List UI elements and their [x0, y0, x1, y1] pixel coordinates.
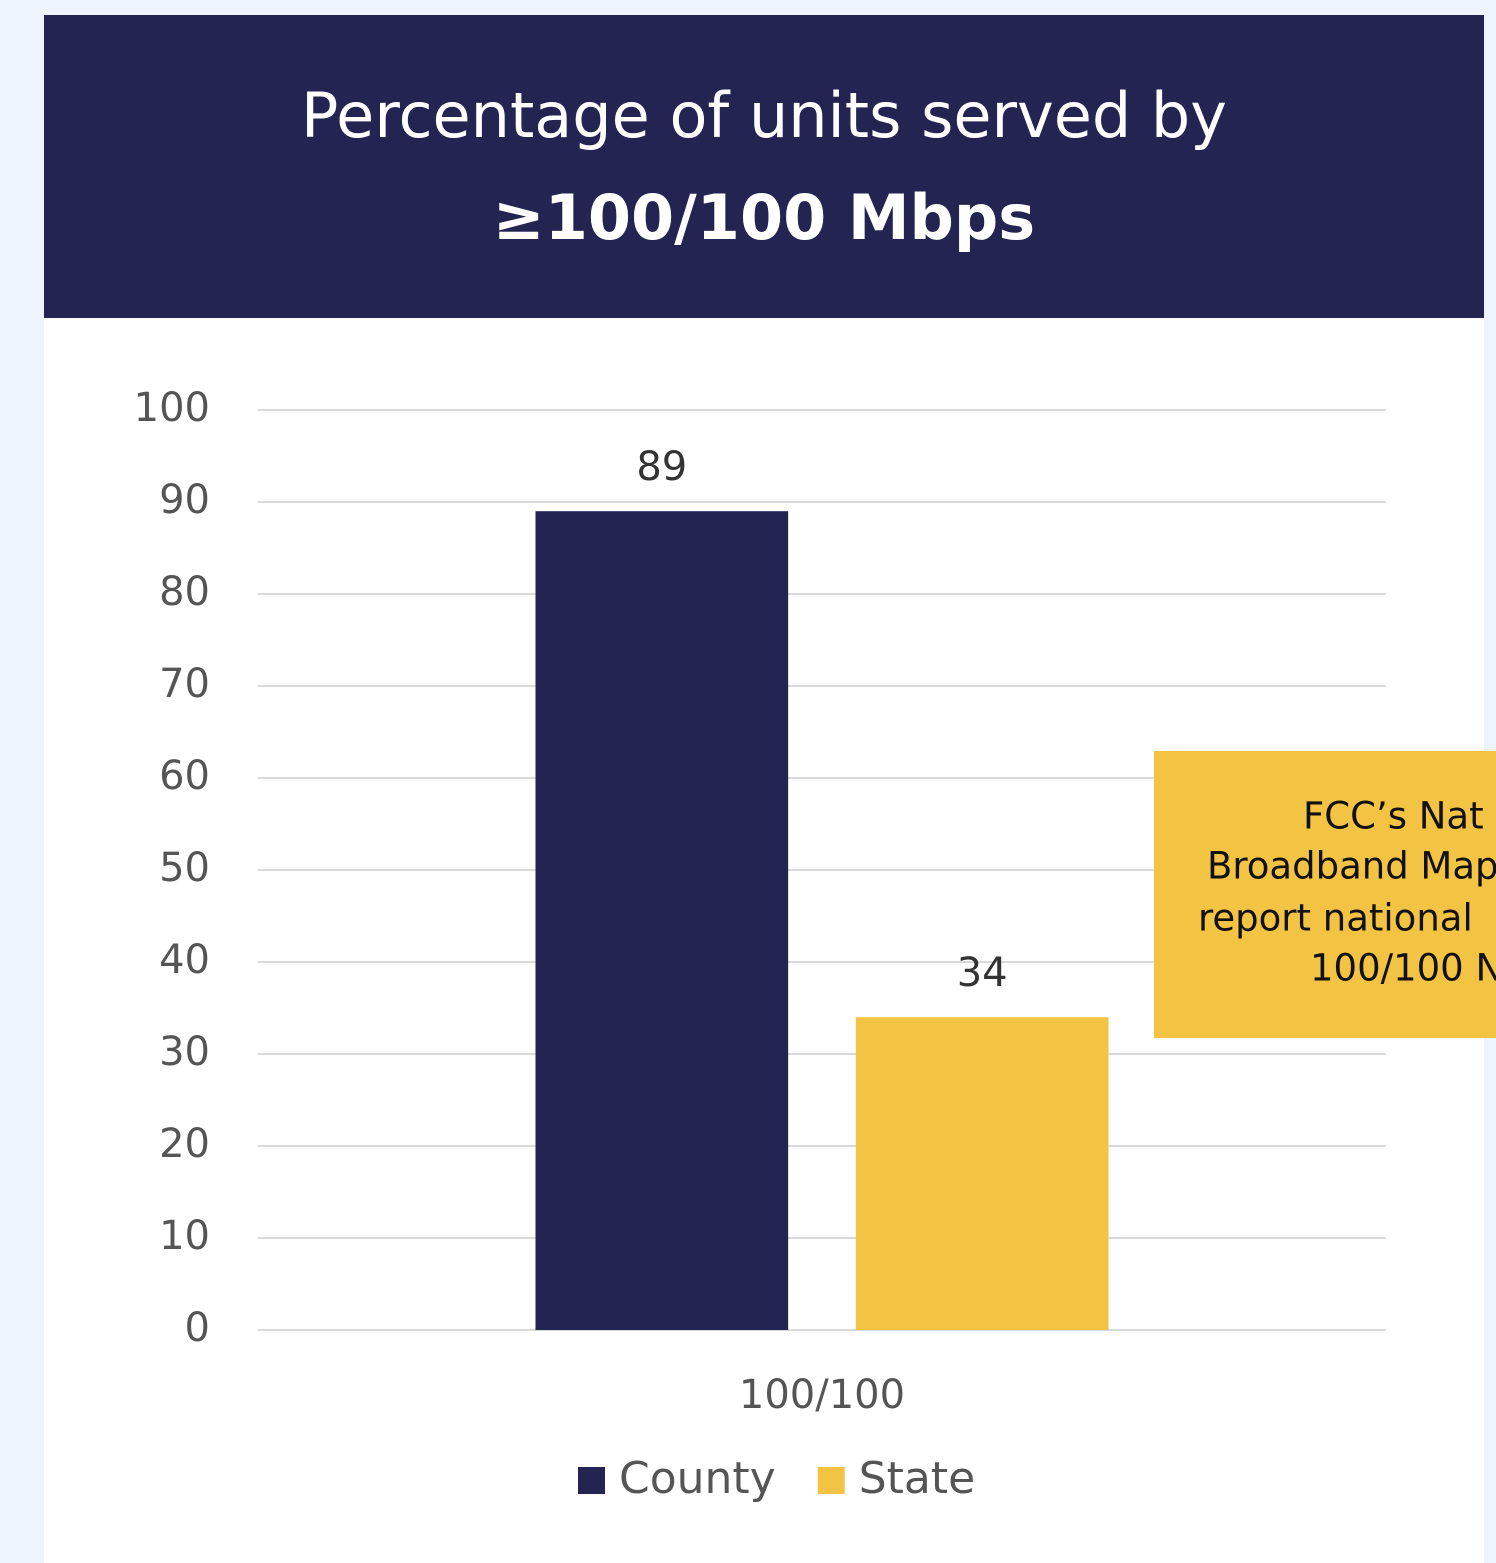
y-tick-label: 70: [159, 661, 210, 707]
annotation-line: 100/100 N: [1310, 947, 1496, 990]
header: [44, 15, 1484, 318]
y-tick-label: 50: [159, 845, 210, 891]
chart-title: Percentage of units served by: [301, 79, 1227, 152]
y-tick-label: 90: [159, 477, 210, 523]
annotation-line: Broadband Map: [1207, 845, 1496, 888]
y-tick-label: 100: [134, 385, 210, 431]
legend-label: State: [859, 1453, 975, 1504]
y-tick-label: 40: [159, 937, 210, 983]
bar: [855, 1017, 1109, 1330]
y-tick-label: 80: [159, 569, 210, 615]
y-tick-label: 0: [185, 1305, 210, 1351]
y-tick-label: 60: [159, 753, 210, 799]
legend-swatch: [578, 1467, 605, 1494]
annotation: FCC’s Nat Broadband Map report national 100…: [1198, 795, 1496, 990]
bar: [535, 511, 789, 1330]
data-label: 34: [957, 950, 1008, 996]
legend-swatch: [817, 1467, 845, 1494]
y-tick-label: 10: [159, 1213, 210, 1259]
plot: 0 10 20 30 40 50 60 70 80 90 100 100/100 89 34 County S…: [134, 385, 1386, 1504]
annotation-box: [1154, 751, 1496, 1038]
y-tick-label: 30: [159, 1029, 210, 1075]
x-tick-label: 100/100: [739, 1372, 905, 1418]
legend-label: County: [619, 1453, 776, 1504]
annotation-line: report national: [1198, 897, 1473, 940]
data-label: 89: [636, 444, 687, 490]
annotation-line: FCC’s Nat: [1303, 795, 1484, 838]
chart-subtitle: ≥100/100 Mbps: [493, 181, 1035, 254]
y-tick-label: 20: [159, 1121, 210, 1167]
